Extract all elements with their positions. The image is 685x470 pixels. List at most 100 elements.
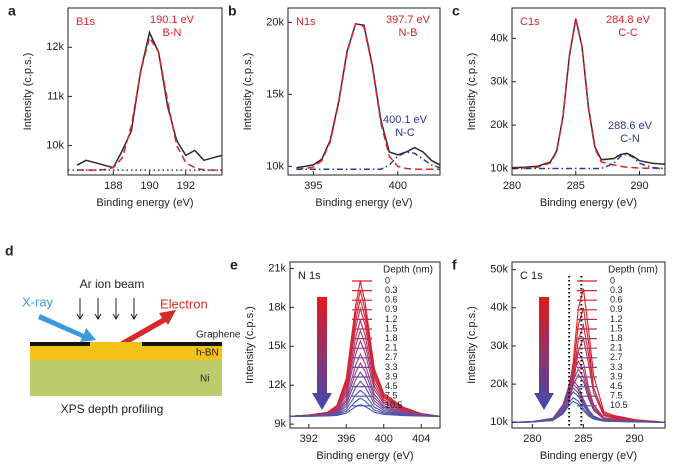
legend-label: 0.6	[385, 295, 398, 305]
graphene-layer	[30, 342, 90, 346]
legend-label: 0.9	[385, 304, 398, 314]
legend-label: 2.7	[385, 352, 398, 362]
x-tick-label: 400	[389, 180, 407, 192]
y-tick-label: 9k	[274, 418, 286, 430]
graphene-layer	[142, 342, 222, 346]
legend-title: Depth (nm)	[608, 265, 658, 276]
plot-frame	[511, 261, 666, 429]
electron-label: Electron	[160, 296, 208, 311]
y-tick-label: 18k	[268, 301, 286, 313]
annotation: N-B	[399, 27, 418, 39]
series-line	[289, 328, 441, 417]
x-axis-label: Binding energy (eV)	[540, 197, 637, 209]
y-tick-label: 20k	[490, 119, 508, 131]
legend-label: 1.5	[385, 323, 398, 333]
y-tick-label: 10k	[490, 416, 508, 428]
annotation: 397.7 eV	[386, 14, 431, 26]
chart-label: C 1s	[520, 270, 543, 282]
legend-label: 0.9	[610, 304, 623, 314]
panel-letter: f	[452, 257, 457, 273]
x-axis-label: Binding energy (eV)	[96, 197, 193, 209]
chart-label: N 1s	[298, 270, 321, 282]
legend-title: Depth (nm)	[383, 265, 433, 276]
y-tick-label: 12k	[268, 379, 286, 391]
x-tick-label: 290	[630, 180, 648, 192]
plot-frame	[287, 7, 441, 176]
y-tick-label: 30k	[490, 340, 508, 352]
legend-label: 0.3	[385, 285, 398, 295]
ni-layer	[30, 360, 222, 396]
series-line	[511, 18, 666, 169]
x-axis-label: Binding energy (eV)	[315, 197, 412, 209]
series-line	[296, 151, 441, 170]
legend-label: 7.5	[385, 391, 398, 401]
legend-label: 2.1	[610, 343, 623, 353]
y-axis-label: Intensity (c.p.s.)	[242, 53, 254, 131]
legend-label: 7.5	[610, 391, 623, 401]
x-tick-label: 400	[375, 433, 393, 445]
series-line	[289, 352, 441, 417]
y-tick-label: 30k	[490, 76, 508, 88]
y-tick-label: 10k	[490, 162, 508, 174]
legend-label: 0	[385, 275, 390, 285]
x-tick-label: 290	[625, 433, 643, 445]
legend-label: 4.5	[610, 381, 623, 391]
x-tick-label: 392	[300, 433, 318, 445]
y-axis-label: Intensity (c.p.s.)	[466, 306, 478, 384]
legend-label: 1.2	[610, 314, 623, 324]
x-tick-label: 396	[337, 433, 355, 445]
caption: XPS depth profiling	[61, 402, 164, 416]
panel-letter: b	[228, 3, 237, 19]
y-tick-label: 20k	[490, 378, 508, 390]
series-line	[511, 18, 666, 170]
x-tick-label: 280	[523, 433, 541, 445]
series-line	[511, 400, 666, 423]
legend-label: 0	[610, 275, 615, 285]
y-axis-label: Intensity (c.p.s.)	[466, 53, 478, 131]
annotation: 284.8 eV	[606, 14, 651, 26]
beam-label: Ar ion beam	[80, 277, 145, 291]
legend-label: 0.3	[610, 285, 623, 295]
legend-label: 2.1	[385, 343, 398, 353]
legend-label: 1.8	[610, 333, 623, 343]
x-tick-label: 190	[140, 180, 158, 192]
xray-arrow	[38, 314, 96, 342]
annotation: B-N	[163, 27, 182, 39]
chart-label: C1s	[520, 16, 540, 28]
y-tick-label: 10k	[266, 160, 284, 172]
x-axis-label: Binding energy (eV)	[540, 450, 637, 462]
layer-label: Ni	[200, 374, 209, 385]
y-tick-label: 21k	[268, 262, 286, 274]
panel-letter: e	[230, 257, 238, 273]
legend-label: 1.5	[610, 323, 623, 333]
depth-arrow	[312, 297, 332, 410]
chart-label: N1s	[296, 16, 316, 28]
layer-label: h-BN	[196, 348, 219, 359]
y-tick-label: 20k	[266, 16, 284, 28]
layer-label: Graphene	[196, 330, 241, 341]
y-tick-label: 50k	[490, 264, 508, 276]
annotation: 400.1 eV	[383, 114, 428, 126]
series-line	[77, 35, 222, 171]
x-tick-label: 285	[567, 180, 585, 192]
series-line	[296, 22, 440, 170]
panel-letter: d	[5, 243, 14, 259]
legend-label: 3.9	[385, 371, 398, 381]
x-tick-label: 404	[412, 433, 430, 445]
hbn-layer	[30, 342, 222, 360]
x-tick-label: 188	[104, 180, 122, 192]
legend-label: 3.9	[610, 371, 623, 381]
plot-frame	[67, 7, 223, 176]
y-tick-label: 40k	[490, 302, 508, 314]
y-tick-label: 15k	[266, 88, 284, 100]
series-line	[76, 30, 223, 169]
y-tick-label: 10k	[46, 139, 64, 151]
chart-label: B1s	[76, 16, 95, 28]
annotation: 190.1 eV	[150, 14, 195, 26]
legend-label: 10.5	[385, 400, 403, 410]
y-tick-label: 12k	[46, 41, 64, 53]
x-axis-label: Binding energy (eV)	[316, 450, 413, 462]
x-tick-label: 285	[574, 433, 592, 445]
x-tick-label: 395	[304, 180, 322, 192]
series-line	[296, 22, 441, 169]
